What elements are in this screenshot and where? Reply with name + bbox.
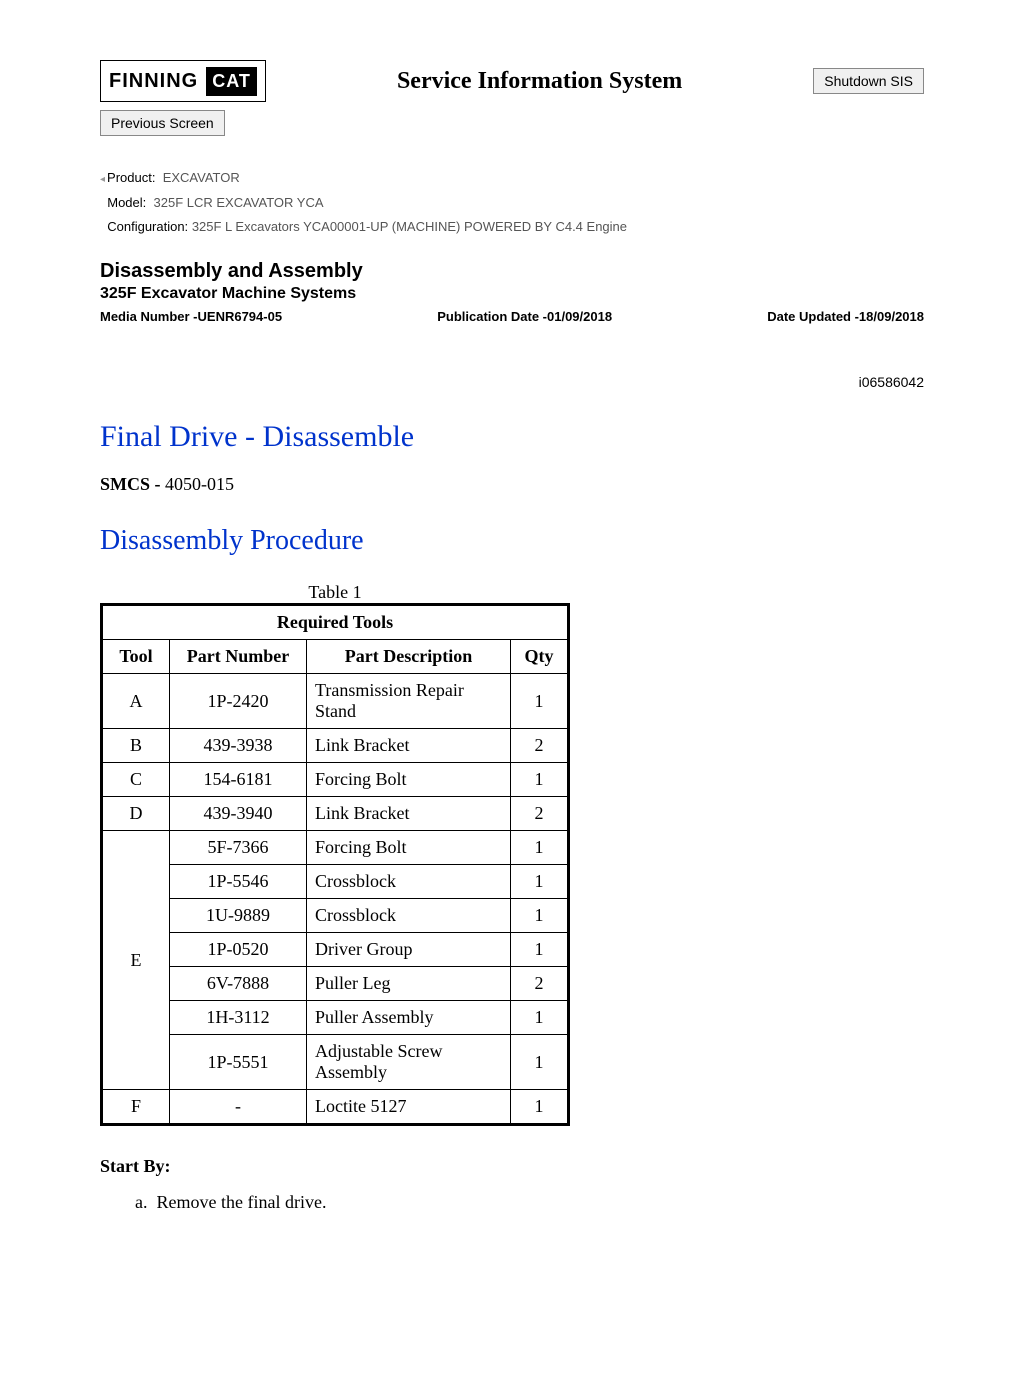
table-row: 6V-7888Puller Leg2: [102, 967, 569, 1001]
table-row: 1H-3112Puller Assembly1: [102, 1001, 569, 1035]
page-title: Final Drive - Disassemble: [100, 420, 924, 454]
cell-part-description: Adjustable Screw Assembly: [307, 1035, 511, 1090]
step-text: Remove the final drive.: [157, 1192, 327, 1212]
cell-part-description: Link Bracket: [307, 729, 511, 763]
smcs-label: SMCS -: [100, 474, 165, 494]
doc-meta-row: Media Number -UENR6794-05 Publication Da…: [100, 309, 924, 324]
table-row: B439-3938Link Bracket2: [102, 729, 569, 763]
cell-part-number: 154-6181: [170, 763, 307, 797]
cell-part-number: 1P-0520: [170, 933, 307, 967]
step-list: a. Remove the final drive.: [135, 1192, 924, 1213]
table-caption: Table 1: [100, 582, 570, 603]
config-value: 325F L Excavators YCA00001-UP (MACHINE) …: [192, 219, 627, 234]
cell-part-description: Loctite 5127: [307, 1090, 511, 1125]
cell-qty: 1: [511, 1035, 569, 1090]
cell-part-description: Driver Group: [307, 933, 511, 967]
cell-qty: 1: [511, 933, 569, 967]
cell-part-number: 1U-9889: [170, 899, 307, 933]
table-row: 1P-5546Crossblock1: [102, 865, 569, 899]
smcs-value: 4050-015: [165, 474, 234, 494]
cell-part-description: Link Bracket: [307, 797, 511, 831]
cell-part-description: Crossblock: [307, 899, 511, 933]
product-label: Product:: [107, 170, 155, 185]
cell-part-number: 1H-3112: [170, 1001, 307, 1035]
product-meta: ◂Product: EXCAVATOR Model: 325F LCR EXCA…: [100, 166, 924, 240]
table-row: A1P-2420Transmission Repair Stand1: [102, 674, 569, 729]
col-qty: Qty: [511, 640, 569, 674]
cell-part-description: Puller Leg: [307, 967, 511, 1001]
date-updated: Date Updated -18/09/2018: [767, 309, 924, 324]
cell-part-number: 6V-7888: [170, 967, 307, 1001]
product-value: EXCAVATOR: [163, 170, 240, 185]
cell-part-description: Forcing Bolt: [307, 831, 511, 865]
cell-qty: 1: [511, 763, 569, 797]
cell-qty: 1: [511, 899, 569, 933]
brand-text: FINNING: [109, 70, 198, 93]
brand-logo: FINNING CAT: [100, 60, 266, 102]
cell-part-number: 1P-5551: [170, 1035, 307, 1090]
cell-qty: 1: [511, 831, 569, 865]
col-tool: Tool: [102, 640, 170, 674]
cell-qty: 1: [511, 865, 569, 899]
table-title: Required Tools: [102, 605, 569, 640]
cell-part-description: Forcing Bolt: [307, 763, 511, 797]
cell-part-description: Transmission Repair Stand: [307, 674, 511, 729]
config-label: Configuration:: [107, 219, 188, 234]
cell-tool: A: [102, 674, 170, 729]
table-row: D439-3940Link Bracket2: [102, 797, 569, 831]
cell-tool: D: [102, 797, 170, 831]
cell-qty: 1: [511, 1090, 569, 1125]
cell-part-number: 439-3938: [170, 729, 307, 763]
table-row: 1P-0520Driver Group1: [102, 933, 569, 967]
cell-part-description: Puller Assembly: [307, 1001, 511, 1035]
cell-qty: 2: [511, 967, 569, 1001]
section-header: Disassembly and Assembly 325F Excavator …: [100, 260, 924, 303]
cell-part-number: 5F-7366: [170, 831, 307, 865]
step-letter: a.: [135, 1192, 157, 1212]
shutdown-button[interactable]: Shutdown SIS: [813, 68, 924, 94]
cell-qty: 2: [511, 797, 569, 831]
required-tools-table: Required Tools Tool Part Number Part Des…: [100, 603, 570, 1126]
cell-part-number: 1P-5546: [170, 865, 307, 899]
subsection-title: 325F Excavator Machine Systems: [100, 285, 924, 303]
cell-qty: 2: [511, 729, 569, 763]
media-number: Media Number -UENR6794-05: [100, 309, 282, 324]
procedure-title: Disassembly Procedure: [100, 525, 924, 557]
system-title: Service Information System: [397, 68, 682, 95]
cell-tool: B: [102, 729, 170, 763]
table-row: 1P-5551Adjustable Screw Assembly1: [102, 1035, 569, 1090]
brand-badge: CAT: [206, 67, 257, 96]
start-by-label: Start By:: [100, 1156, 924, 1177]
smcs-line: SMCS - 4050-015: [100, 474, 924, 495]
table-row: 1U-9889Crossblock1: [102, 899, 569, 933]
table-row: C154-6181Forcing Bolt1: [102, 763, 569, 797]
cell-qty: 1: [511, 674, 569, 729]
table-row: F-Loctite 51271: [102, 1090, 569, 1125]
table-row: E5F-7366Forcing Bolt1: [102, 831, 569, 865]
document-id: i06586042: [100, 374, 924, 390]
previous-screen-button[interactable]: Previous Screen: [100, 110, 225, 136]
col-part-number: Part Number: [170, 640, 307, 674]
col-part-description: Part Description: [307, 640, 511, 674]
cell-qty: 1: [511, 1001, 569, 1035]
model-value: 325F LCR EXCAVATOR YCA: [154, 195, 324, 210]
cell-part-description: Crossblock: [307, 865, 511, 899]
cell-tool: E: [102, 831, 170, 1090]
publication-date: Publication Date -01/09/2018: [437, 309, 612, 324]
table-header-row: Tool Part Number Part Description Qty: [102, 640, 569, 674]
cell-part-number: 439-3940: [170, 797, 307, 831]
cell-tool: C: [102, 763, 170, 797]
section-title: Disassembly and Assembly: [100, 260, 924, 283]
arrow-left-icon: ◂: [100, 174, 105, 185]
cell-tool: F: [102, 1090, 170, 1125]
cell-part-number: -: [170, 1090, 307, 1125]
model-label: Model:: [107, 195, 146, 210]
cell-part-number: 1P-2420: [170, 674, 307, 729]
